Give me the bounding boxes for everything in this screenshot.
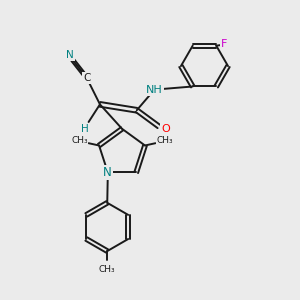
Text: NH: NH	[146, 85, 163, 94]
Text: F: F	[221, 39, 228, 49]
Text: N: N	[66, 50, 74, 60]
Text: O: O	[161, 124, 170, 134]
Text: CH₃: CH₃	[156, 136, 173, 145]
Text: C: C	[83, 73, 90, 83]
Text: CH₃: CH₃	[99, 265, 116, 274]
Text: N: N	[103, 166, 112, 179]
Text: H: H	[81, 124, 89, 134]
Text: CH₃: CH₃	[71, 136, 88, 145]
